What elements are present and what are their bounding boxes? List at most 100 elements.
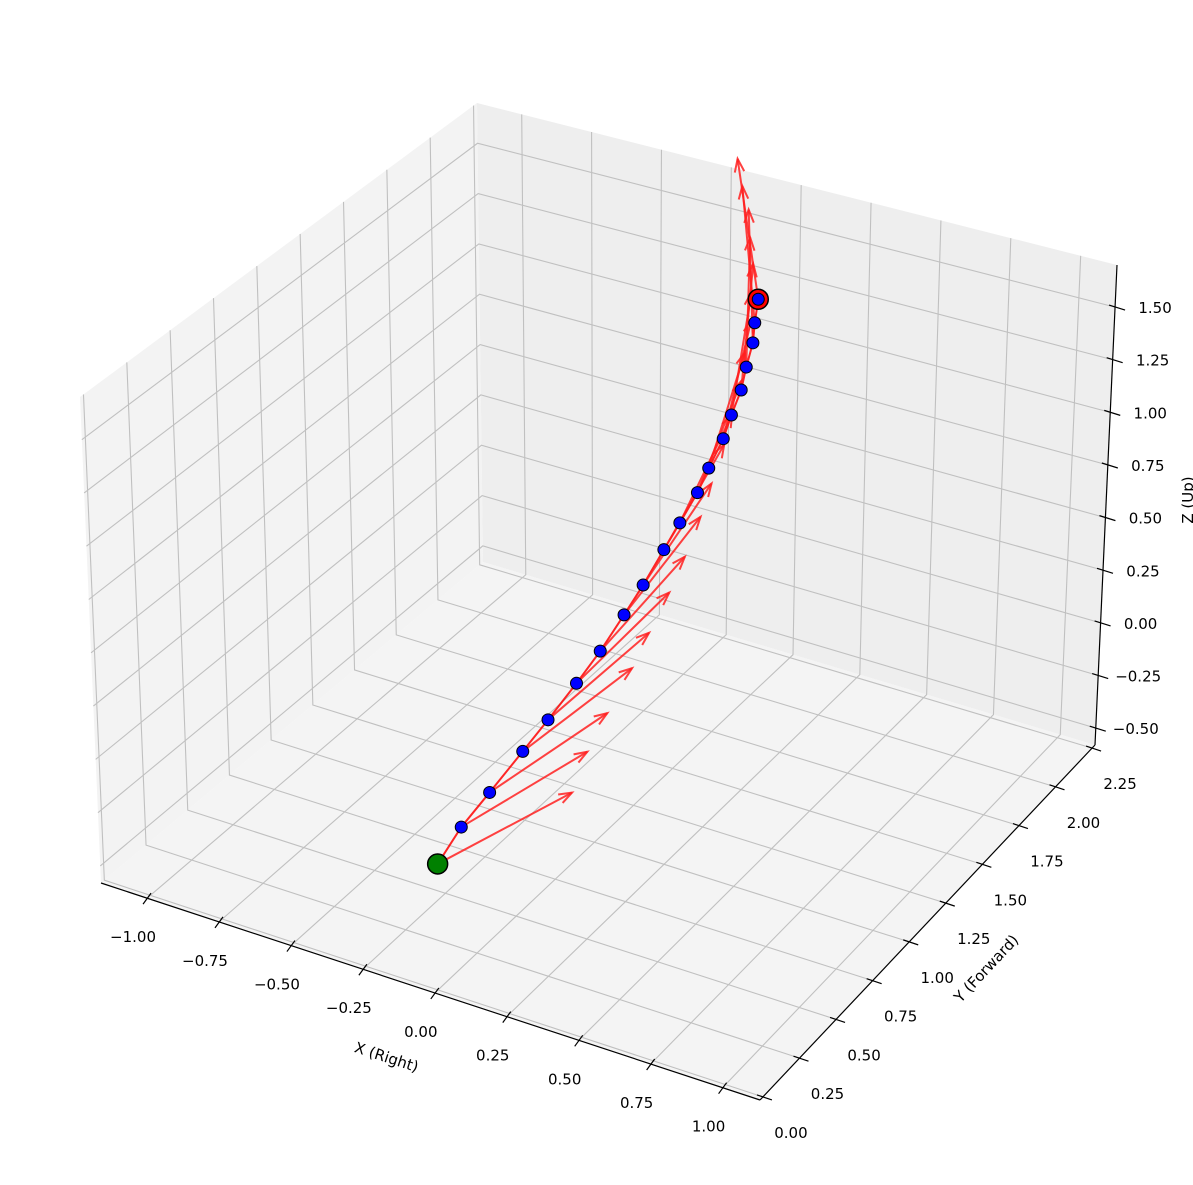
x-tick (574, 1034, 584, 1047)
z-gridline (88, 293, 1108, 600)
z-tick-label: 0.25 (1126, 562, 1159, 580)
x-tick-label: 0.50 (548, 1070, 581, 1088)
z-tick-label: 1.50 (1138, 299, 1171, 317)
x-tick (142, 892, 152, 905)
orientation-arrow (623, 514, 703, 616)
x-tick-label: 1.00 (692, 1118, 725, 1136)
y-tick (903, 939, 919, 946)
x-axis-label: X (Right) (352, 1038, 421, 1076)
y-axis-line (759, 744, 1096, 1101)
z-axis-line (1094, 264, 1118, 746)
y-tick (1012, 823, 1029, 830)
orientation-arrow (437, 791, 575, 865)
x-gridline (362, 167, 732, 970)
z-tick-label: −0.25 (1115, 668, 1161, 686)
y-gridline (386, 169, 1020, 827)
x-tick-label: −0.75 (182, 952, 228, 970)
y-tick (976, 861, 992, 868)
trajectory-point (673, 516, 687, 530)
x-gridline (506, 202, 872, 1018)
trajectory-point (516, 744, 530, 758)
trajectory-point (716, 432, 730, 446)
trajectory-point (690, 486, 704, 500)
y-tick-label: 0.50 (847, 1046, 880, 1064)
z-tick (1108, 304, 1126, 311)
y-tick-label: 2.00 (1067, 814, 1100, 832)
trajectory-point (751, 292, 765, 306)
y-tick (829, 1016, 846, 1023)
y-gridline (256, 266, 910, 943)
y-tick-label: 1.25 (957, 930, 990, 948)
z-gridline (81, 142, 1116, 441)
x-tick-label: −0.50 (254, 976, 300, 994)
x-tick (286, 940, 296, 952)
axis-lines (100, 264, 1126, 1101)
z-tick-label: −0.50 (1113, 720, 1159, 738)
orientation-arrow (733, 155, 760, 300)
trajectory-point (569, 676, 583, 690)
z-tick (1092, 672, 1109, 680)
z-tick-label: 0.75 (1131, 457, 1164, 475)
y-tick-label: 1.00 (921, 969, 954, 987)
orientation-arrow (489, 711, 610, 794)
trajectory-point (636, 578, 650, 592)
y-gridline (472, 105, 1093, 749)
z-tick (1101, 462, 1119, 469)
y-tick (1085, 745, 1102, 752)
y-gridline (299, 233, 946, 904)
z-tick-label: 0.50 (1129, 510, 1162, 528)
floor-pane (101, 562, 1095, 1100)
trajectory-point (454, 820, 468, 834)
x-gridline (434, 185, 802, 994)
x-tick (718, 1082, 728, 1095)
y-gridline (342, 201, 983, 865)
trajectory-points (426, 288, 770, 875)
y-tick (1049, 784, 1065, 791)
left-pane (80, 103, 483, 883)
z-tick-label: 1.25 (1136, 352, 1169, 370)
trajectory-point (657, 543, 671, 557)
x-tick (502, 1011, 512, 1023)
z-axis-label: Z (Up) (1179, 476, 1193, 523)
trajectory-point (724, 408, 738, 422)
trajectory-point (541, 713, 555, 727)
trajectory-point (483, 785, 497, 799)
tick-labels: −1.00 −0.75 −0.50 −0.25 0.00 0.25 0.50 0.75 1.00… (110, 299, 1172, 1142)
orientation-arrow (642, 480, 714, 586)
grid-lines (81, 105, 1116, 1098)
y-gridline (82, 394, 764, 1098)
x-gridline (650, 238, 1012, 1065)
x-tick-label: 0.75 (620, 1094, 653, 1112)
z-tick (1104, 409, 1121, 416)
orientation-arrow (460, 750, 590, 828)
orientation-arrow (522, 666, 635, 753)
orientation-arrow (575, 590, 672, 685)
trajectory-point (748, 316, 762, 330)
x-gridline (146, 114, 527, 899)
z-tick (1094, 620, 1111, 627)
trajectory-point (734, 383, 748, 397)
y-tick (793, 1055, 809, 1062)
z-tick (1089, 725, 1106, 732)
y-tick-label: 0.25 (811, 1085, 844, 1103)
x-tick-label: −1.00 (110, 928, 156, 946)
start-marker (426, 853, 449, 875)
trajectory-point (593, 644, 607, 658)
z-tick (1099, 515, 1116, 522)
trajectory-point (617, 608, 631, 622)
x-gridline (578, 220, 942, 1041)
z-gridline (83, 192, 1113, 494)
trajectory-point (746, 336, 760, 350)
y-tick-label: 0.00 (774, 1124, 807, 1142)
z-tick (1106, 357, 1123, 364)
z-gridline (90, 343, 1106, 654)
z-gridline (93, 394, 1104, 707)
y-tick-label: 0.75 (884, 1008, 917, 1026)
y-tick (939, 900, 955, 907)
trajectory-point (702, 461, 716, 475)
z-tick (1096, 567, 1114, 574)
x-gridline (218, 132, 594, 923)
x-tick (214, 916, 224, 929)
x-tick (430, 987, 440, 1000)
